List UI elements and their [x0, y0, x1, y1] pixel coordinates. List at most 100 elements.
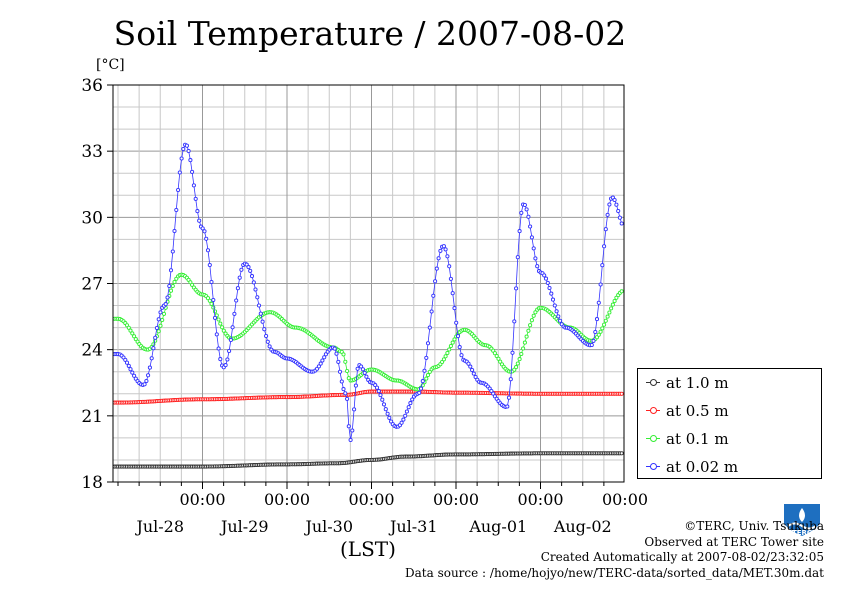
data-point — [262, 327, 267, 332]
y-axis-unit: [°C] — [96, 57, 125, 73]
data-point — [248, 268, 253, 273]
data-point — [517, 357, 522, 362]
data-point — [410, 397, 415, 402]
data-point — [594, 317, 600, 322]
data-point — [334, 351, 339, 356]
data-point — [249, 274, 255, 279]
data-point — [360, 367, 365, 372]
legend-entry-0.1m: at 0.1 m — [646, 429, 729, 449]
data-point — [126, 325, 131, 330]
data-point — [457, 345, 462, 350]
data-point — [406, 405, 411, 410]
data-point — [535, 264, 540, 269]
data-point — [362, 370, 367, 375]
data-point — [612, 298, 617, 304]
data-point — [256, 303, 262, 308]
data-point — [612, 197, 617, 203]
data-point — [526, 328, 531, 333]
data-point — [450, 291, 455, 296]
data-point — [514, 365, 519, 370]
data-point — [343, 391, 348, 396]
data-source-text: Data source : /home/hojyo/new/TERC-data/… — [405, 565, 824, 580]
credits: ©TERC, Univ. Tsukuba Observed at TERC To… — [405, 519, 824, 581]
data-point — [550, 297, 556, 302]
data-point — [506, 395, 512, 400]
data-point — [387, 415, 392, 420]
data-point — [346, 424, 351, 429]
data-point — [434, 266, 439, 271]
data-point — [399, 420, 404, 425]
data-point — [452, 337, 457, 342]
data-point — [593, 329, 598, 335]
data-point — [165, 295, 170, 300]
data-point — [455, 334, 461, 339]
data-point — [549, 291, 554, 296]
data-point — [524, 334, 529, 339]
data-point — [610, 302, 615, 307]
data-point — [603, 227, 608, 232]
data-point — [237, 275, 242, 280]
data-point — [170, 283, 175, 289]
data-point — [602, 244, 607, 249]
data-point — [420, 379, 425, 384]
data-point — [512, 367, 517, 372]
data-point — [227, 348, 232, 354]
data-point — [510, 350, 515, 355]
data-point — [336, 359, 341, 364]
data-point — [181, 146, 186, 152]
data-point — [543, 276, 549, 281]
data-point — [556, 314, 561, 319]
data-point — [322, 355, 327, 360]
data-point — [220, 325, 225, 330]
data-point — [161, 311, 167, 316]
data-point — [418, 386, 424, 391]
data-point — [436, 256, 441, 261]
data-point — [422, 368, 427, 373]
x-tick-time-label: 00:00 — [433, 490, 479, 509]
data-point — [211, 297, 216, 303]
data-point — [158, 310, 163, 315]
data-point — [619, 289, 624, 294]
data-point — [508, 377, 513, 382]
x-tick-date-label: Jul-29 — [219, 517, 269, 536]
data-point — [443, 247, 448, 252]
data-point — [529, 318, 534, 323]
legend-entry-0.02m: at 0.02 m — [646, 457, 738, 477]
data-point — [445, 350, 450, 356]
data-point — [130, 370, 135, 375]
data-point — [251, 280, 256, 285]
legend-marker-icon — [646, 376, 660, 390]
data-point — [144, 378, 149, 384]
data-point — [323, 352, 328, 357]
data-point — [267, 344, 272, 349]
data-point — [264, 333, 269, 339]
data-point — [147, 365, 152, 370]
data-point — [163, 302, 168, 307]
y-tick-label: 18 — [81, 473, 103, 493]
data-point — [598, 282, 603, 287]
data-point — [425, 341, 431, 346]
data-point — [403, 413, 408, 418]
data-point — [232, 311, 237, 316]
data-point — [209, 279, 214, 285]
data-point — [515, 255, 520, 260]
data-point — [188, 158, 193, 163]
x-tick-date-label: Aug-02 — [553, 517, 612, 536]
data-point — [373, 383, 378, 388]
data-point — [619, 391, 624, 396]
data-point — [427, 325, 432, 330]
data-point — [190, 169, 195, 174]
data-point — [447, 264, 452, 269]
data-point — [441, 244, 446, 249]
data-point — [216, 317, 221, 322]
data-point — [531, 246, 536, 251]
x-tick-time-label: 00:00 — [517, 490, 563, 509]
data-point — [255, 295, 260, 300]
data-point — [170, 249, 175, 254]
data-point — [197, 218, 202, 223]
data-point — [617, 215, 622, 220]
data-point — [195, 209, 200, 214]
data-point — [246, 265, 251, 270]
data-point — [223, 363, 228, 368]
y-tick-label: 21 — [81, 407, 103, 427]
